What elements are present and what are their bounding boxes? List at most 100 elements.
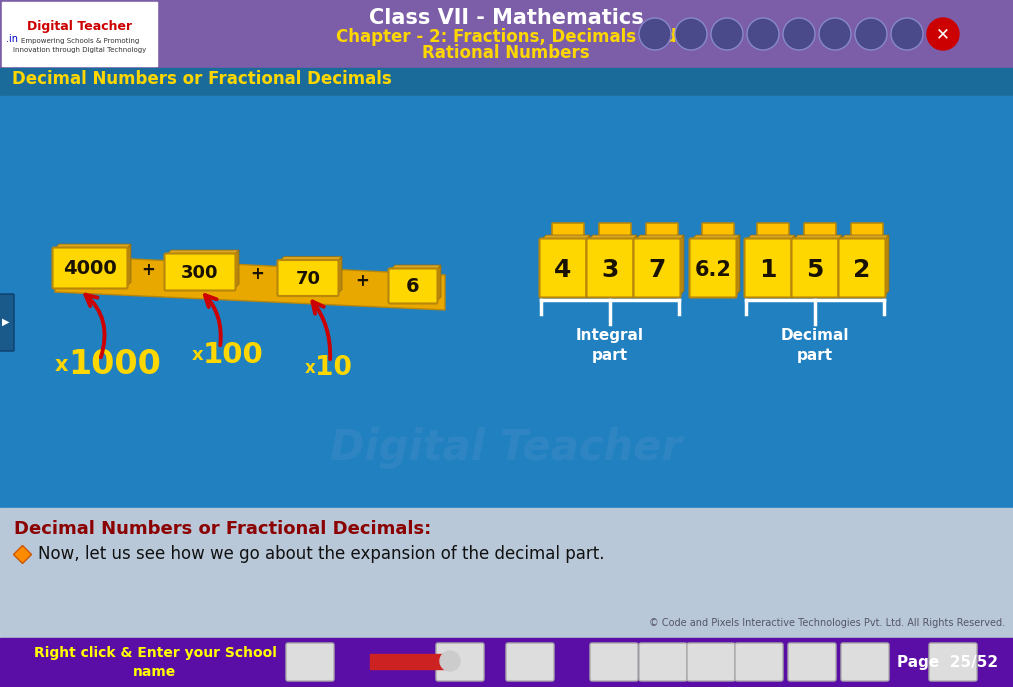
Text: x: x — [55, 355, 69, 375]
Text: Decimal Numbers or Fractional Decimals: Decimal Numbers or Fractional Decimals — [12, 70, 392, 88]
FancyBboxPatch shape — [286, 643, 334, 681]
FancyBboxPatch shape — [552, 223, 585, 241]
Polygon shape — [735, 235, 741, 296]
Text: +: + — [356, 272, 369, 290]
Polygon shape — [632, 235, 637, 296]
FancyBboxPatch shape — [278, 260, 338, 296]
FancyBboxPatch shape — [639, 643, 687, 681]
Text: 1: 1 — [760, 258, 777, 282]
FancyBboxPatch shape — [804, 223, 836, 241]
Polygon shape — [679, 235, 684, 296]
Polygon shape — [746, 235, 795, 240]
FancyBboxPatch shape — [757, 223, 789, 241]
Text: +: + — [250, 265, 264, 283]
Polygon shape — [54, 244, 131, 249]
FancyBboxPatch shape — [791, 238, 839, 297]
FancyBboxPatch shape — [929, 643, 977, 681]
Text: Rational Numbers: Rational Numbers — [422, 44, 590, 62]
Polygon shape — [55, 255, 445, 310]
Text: 300: 300 — [181, 264, 219, 282]
Circle shape — [927, 18, 959, 50]
FancyBboxPatch shape — [690, 238, 736, 297]
Polygon shape — [793, 235, 842, 240]
Bar — [2, 2, 157, 66]
FancyBboxPatch shape — [587, 238, 633, 297]
Text: 5: 5 — [806, 258, 824, 282]
Text: Page  25/52: Page 25/52 — [897, 655, 998, 670]
Text: 6: 6 — [406, 278, 419, 297]
Text: 3: 3 — [602, 258, 619, 282]
Text: Digital Teacher: Digital Teacher — [27, 20, 133, 33]
Text: © Code and Pixels Interactive Technologies Pvt. Ltd. All Rights Reserved.: © Code and Pixels Interactive Technologi… — [649, 618, 1005, 628]
Text: 1000: 1000 — [68, 348, 161, 381]
Polygon shape — [790, 235, 795, 296]
Circle shape — [783, 18, 815, 50]
Text: .in: .in — [6, 34, 18, 44]
Bar — [0, 508, 1013, 638]
Text: Chapter - 2: Fractions, Decimals and: Chapter - 2: Fractions, Decimals and — [335, 28, 677, 46]
Circle shape — [711, 18, 743, 50]
Text: 100: 100 — [203, 341, 263, 369]
FancyBboxPatch shape — [599, 223, 631, 241]
Polygon shape — [390, 265, 441, 270]
Text: 4000: 4000 — [63, 260, 116, 278]
Polygon shape — [126, 244, 131, 287]
Text: Class VII - Mathematics: Class VII - Mathematics — [369, 8, 643, 28]
FancyBboxPatch shape — [735, 643, 783, 681]
Circle shape — [855, 18, 887, 50]
Polygon shape — [884, 235, 889, 296]
FancyBboxPatch shape — [702, 223, 734, 241]
Circle shape — [440, 651, 460, 671]
Text: 4: 4 — [554, 258, 571, 282]
Circle shape — [819, 18, 851, 50]
Text: Empowering Schools & Promoting: Empowering Schools & Promoting — [21, 38, 139, 44]
Text: Decimal
part: Decimal part — [781, 328, 849, 363]
Polygon shape — [840, 235, 889, 240]
FancyBboxPatch shape — [164, 254, 235, 291]
Text: Integral
part: Integral part — [576, 328, 644, 363]
Polygon shape — [337, 256, 342, 295]
FancyBboxPatch shape — [851, 223, 883, 241]
Polygon shape — [166, 250, 239, 255]
Circle shape — [639, 18, 671, 50]
Polygon shape — [588, 235, 637, 240]
Text: Innovation through Digital Technology: Innovation through Digital Technology — [13, 47, 147, 53]
Polygon shape — [541, 235, 590, 240]
FancyBboxPatch shape — [506, 643, 554, 681]
Text: Decimal Numbers or Fractional Decimals:: Decimal Numbers or Fractional Decimals: — [14, 520, 432, 538]
Bar — [0, 638, 1013, 687]
Text: ✕: ✕ — [936, 25, 950, 43]
FancyBboxPatch shape — [839, 238, 885, 297]
Text: Now, let us see how we go about the expansion of the decimal part.: Now, let us see how we go about the expa… — [38, 545, 605, 563]
FancyBboxPatch shape — [841, 643, 889, 681]
Polygon shape — [436, 265, 441, 302]
FancyBboxPatch shape — [687, 643, 735, 681]
FancyBboxPatch shape — [389, 269, 438, 304]
Polygon shape — [585, 235, 590, 296]
Polygon shape — [279, 256, 342, 262]
Text: x: x — [192, 346, 204, 364]
Text: Right click & Enter your School
name: Right click & Enter your School name — [33, 646, 277, 679]
Bar — [0, 0, 1013, 68]
Bar — [370, 654, 450, 669]
Text: x: x — [305, 359, 316, 377]
Text: 10: 10 — [315, 355, 352, 381]
Polygon shape — [234, 250, 239, 289]
Polygon shape — [691, 235, 741, 240]
Circle shape — [891, 18, 923, 50]
FancyBboxPatch shape — [633, 238, 681, 297]
FancyBboxPatch shape — [745, 238, 791, 297]
Polygon shape — [837, 235, 842, 296]
FancyBboxPatch shape — [53, 247, 128, 289]
FancyBboxPatch shape — [0, 294, 14, 351]
Circle shape — [747, 18, 779, 50]
Text: +: + — [141, 261, 155, 279]
Circle shape — [675, 18, 707, 50]
FancyBboxPatch shape — [540, 238, 587, 297]
Bar — [0, 96, 1013, 508]
Text: 6.2: 6.2 — [695, 260, 731, 280]
FancyBboxPatch shape — [646, 223, 678, 241]
FancyBboxPatch shape — [788, 643, 836, 681]
Text: 7: 7 — [648, 258, 666, 282]
FancyBboxPatch shape — [436, 643, 484, 681]
